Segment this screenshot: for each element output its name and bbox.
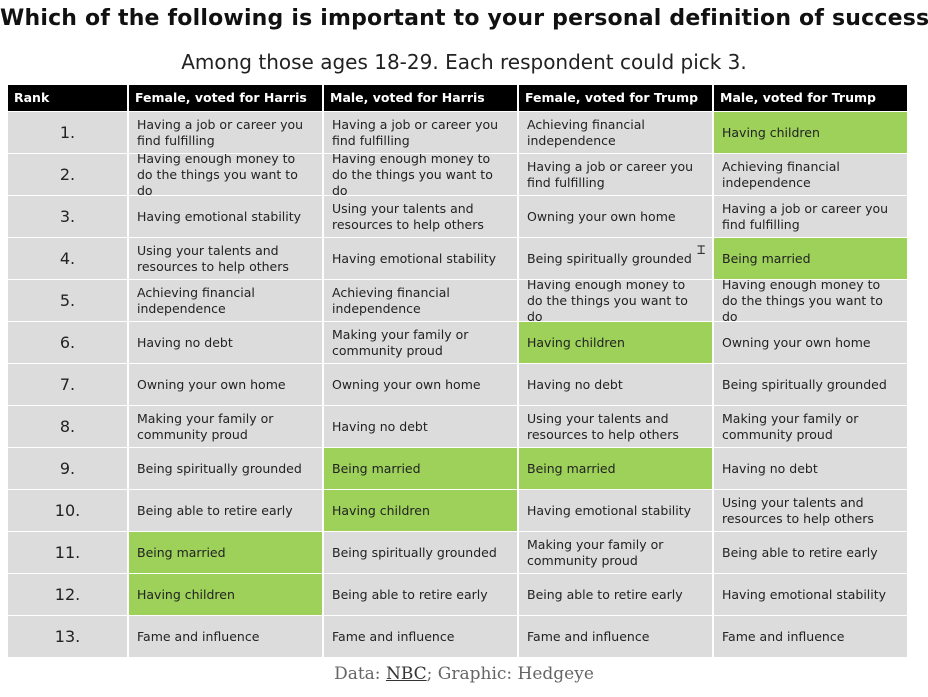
cell-male-harris: Owning your own home — [324, 364, 519, 405]
cell-female-trump: Using your talents and resources to help… — [519, 406, 714, 447]
rank-cell: 4. — [8, 238, 129, 279]
page-subtitle: Among those ages 18-29. Each respondent … — [181, 50, 747, 74]
table-row: 13. Fame and influence Fame and influence F… — [8, 616, 907, 658]
rank-cell: 3. — [8, 196, 129, 237]
cell-female-harris: Owning your own home — [129, 364, 324, 405]
cell-male-harris: Achieving financial independence — [324, 280, 519, 321]
cell-female-trump: Having no debt — [519, 364, 714, 405]
cell-male-harris: Being spiritually grounded — [324, 532, 519, 573]
cell-female-trump: Owning your own home — [519, 196, 714, 237]
cell-female-harris: Being married — [129, 532, 324, 573]
rank-cell: 9. — [8, 448, 129, 489]
cell-female-harris: Having a job or career you find fulfilli… — [129, 112, 324, 153]
cell-female-harris: Making your family or community proud — [129, 406, 324, 447]
cell-female-harris: Having no debt — [129, 322, 324, 363]
cell-male-harris: Having a job or career you find fulfilli… — [324, 112, 519, 153]
cell-female-trump: Being married — [519, 448, 714, 489]
cell-male-harris: Being able to retire early — [324, 574, 519, 615]
cell-male-harris: Having emotional stability — [324, 238, 519, 279]
table-row: 6. Having no debt Making your family or co… — [8, 322, 907, 364]
footer-prefix: Data: — [334, 664, 386, 684]
cell-male-harris: Fame and influence — [324, 616, 519, 657]
table-row: 1. Having a job or career you find fulfil… — [8, 112, 907, 154]
header-rank: Rank — [8, 85, 129, 111]
cell-female-trump: Having a job or career you find fulfilli… — [519, 154, 714, 195]
footer-suffix: ; Graphic: Hedgeye — [426, 664, 594, 684]
table-row: 5. Achieving financial independence Achiev… — [8, 280, 907, 322]
cell-male-trump: Being spiritually grounded — [714, 364, 907, 405]
cell-male-trump: Having children — [714, 112, 907, 153]
table-row: 8. Making your family or community proud H… — [8, 406, 907, 448]
rank-cell: 13. — [8, 616, 129, 657]
rank-cell: 8. — [8, 406, 129, 447]
cell-female-trump: Having enough money to do the things you… — [519, 280, 714, 321]
cell-female-trump: Having children — [519, 322, 714, 363]
table-row: 9. Being spiritually grounded Being marrie… — [8, 448, 907, 490]
page-title: Which of the following is important to y… — [0, 6, 928, 31]
cell-female-harris: Having enough money to do the things you… — [129, 154, 324, 195]
cell-female-harris: Using your talents and resources to help… — [129, 238, 324, 279]
cell-male-trump: Being able to retire early — [714, 532, 907, 573]
source-footer: Data: NBC; Graphic: Hedgeye — [0, 664, 928, 684]
header-male-harris: Male, voted for Harris — [324, 85, 519, 111]
cell-female-harris: Having children — [129, 574, 324, 615]
cell-male-harris: Having no debt — [324, 406, 519, 447]
cell-female-harris: Having emotional stability — [129, 196, 324, 237]
table-row: 11. Being married Being spiritually ground… — [8, 532, 907, 574]
cell-female-harris: Achieving financial independence — [129, 280, 324, 321]
header-female-harris: Female, voted for Harris — [129, 85, 324, 111]
cell-male-trump: Making your family or community proud — [714, 406, 907, 447]
header-female-trump: Female, voted for Trump — [519, 85, 714, 111]
cell-male-harris: Making your family or community proud — [324, 322, 519, 363]
cell-female-harris: Fame and influence — [129, 616, 324, 657]
cell-female-trump: Being spiritually grounded — [519, 238, 714, 279]
table-row: 3. Having emotional stability Using your t… — [8, 196, 907, 238]
cell-female-trump: Achieving financial independence — [519, 112, 714, 153]
cell-male-trump: Having enough money to do the things you… — [714, 280, 907, 321]
table-header-row: Rank Female, voted for Harris Male, vote… — [8, 85, 907, 112]
cell-male-harris: Having enough money to do the things you… — [324, 154, 519, 195]
header-male-trump: Male, voted for Trump — [714, 85, 907, 111]
source-link[interactable]: NBC — [385, 664, 427, 684]
cell-male-harris: Using your talents and resources to help… — [324, 196, 519, 237]
cell-male-trump: Using your talents and resources to help… — [714, 490, 907, 531]
rank-cell: 6. — [8, 322, 129, 363]
cell-male-trump: Owning your own home — [714, 322, 907, 363]
cell-female-trump: Fame and influence — [519, 616, 714, 657]
cell-female-trump: Being able to retire early — [519, 574, 714, 615]
text-cursor-icon: ⌶ — [697, 242, 706, 258]
table-row: 2. Having enough money to do the things y… — [8, 154, 907, 196]
cell-male-trump: Being married — [714, 238, 907, 279]
cell-male-trump: Having emotional stability — [714, 574, 907, 615]
cell-female-harris: Being able to retire early — [129, 490, 324, 531]
cell-male-harris: Having children — [324, 490, 519, 531]
cell-male-trump: Achieving financial independence — [714, 154, 907, 195]
cell-female-harris: Being spiritually grounded — [129, 448, 324, 489]
rank-cell: 10. — [8, 490, 129, 531]
rank-cell: 2. — [8, 154, 129, 195]
cell-male-harris: Being married — [324, 448, 519, 489]
cell-male-trump: Having a job or career you find fulfilli… — [714, 196, 907, 237]
table-row: 7. Owning your own home Owning your own ho… — [8, 364, 907, 406]
table-row: 12. Having children Being able to retire e… — [8, 574, 907, 616]
rank-cell: 11. — [8, 532, 129, 573]
rank-cell: 7. — [8, 364, 129, 405]
table-body: 1. Having a job or career you find fulfil… — [8, 112, 907, 658]
cell-male-trump: Fame and influence — [714, 616, 907, 657]
rank-cell: 5. — [8, 280, 129, 321]
table-row: 4. Using your talents and resources to he… — [8, 238, 907, 280]
rank-cell: 12. — [8, 574, 129, 615]
cell-female-trump: Making your family or community proud — [519, 532, 714, 573]
cell-female-trump: Having emotional stability — [519, 490, 714, 531]
success-ranking-table: Rank Female, voted for Harris Male, vote… — [8, 85, 907, 658]
table-row: 10. Being able to retire early Having chil… — [8, 490, 907, 532]
rank-cell: 1. — [8, 112, 129, 153]
cell-male-trump: Having no debt — [714, 448, 907, 489]
